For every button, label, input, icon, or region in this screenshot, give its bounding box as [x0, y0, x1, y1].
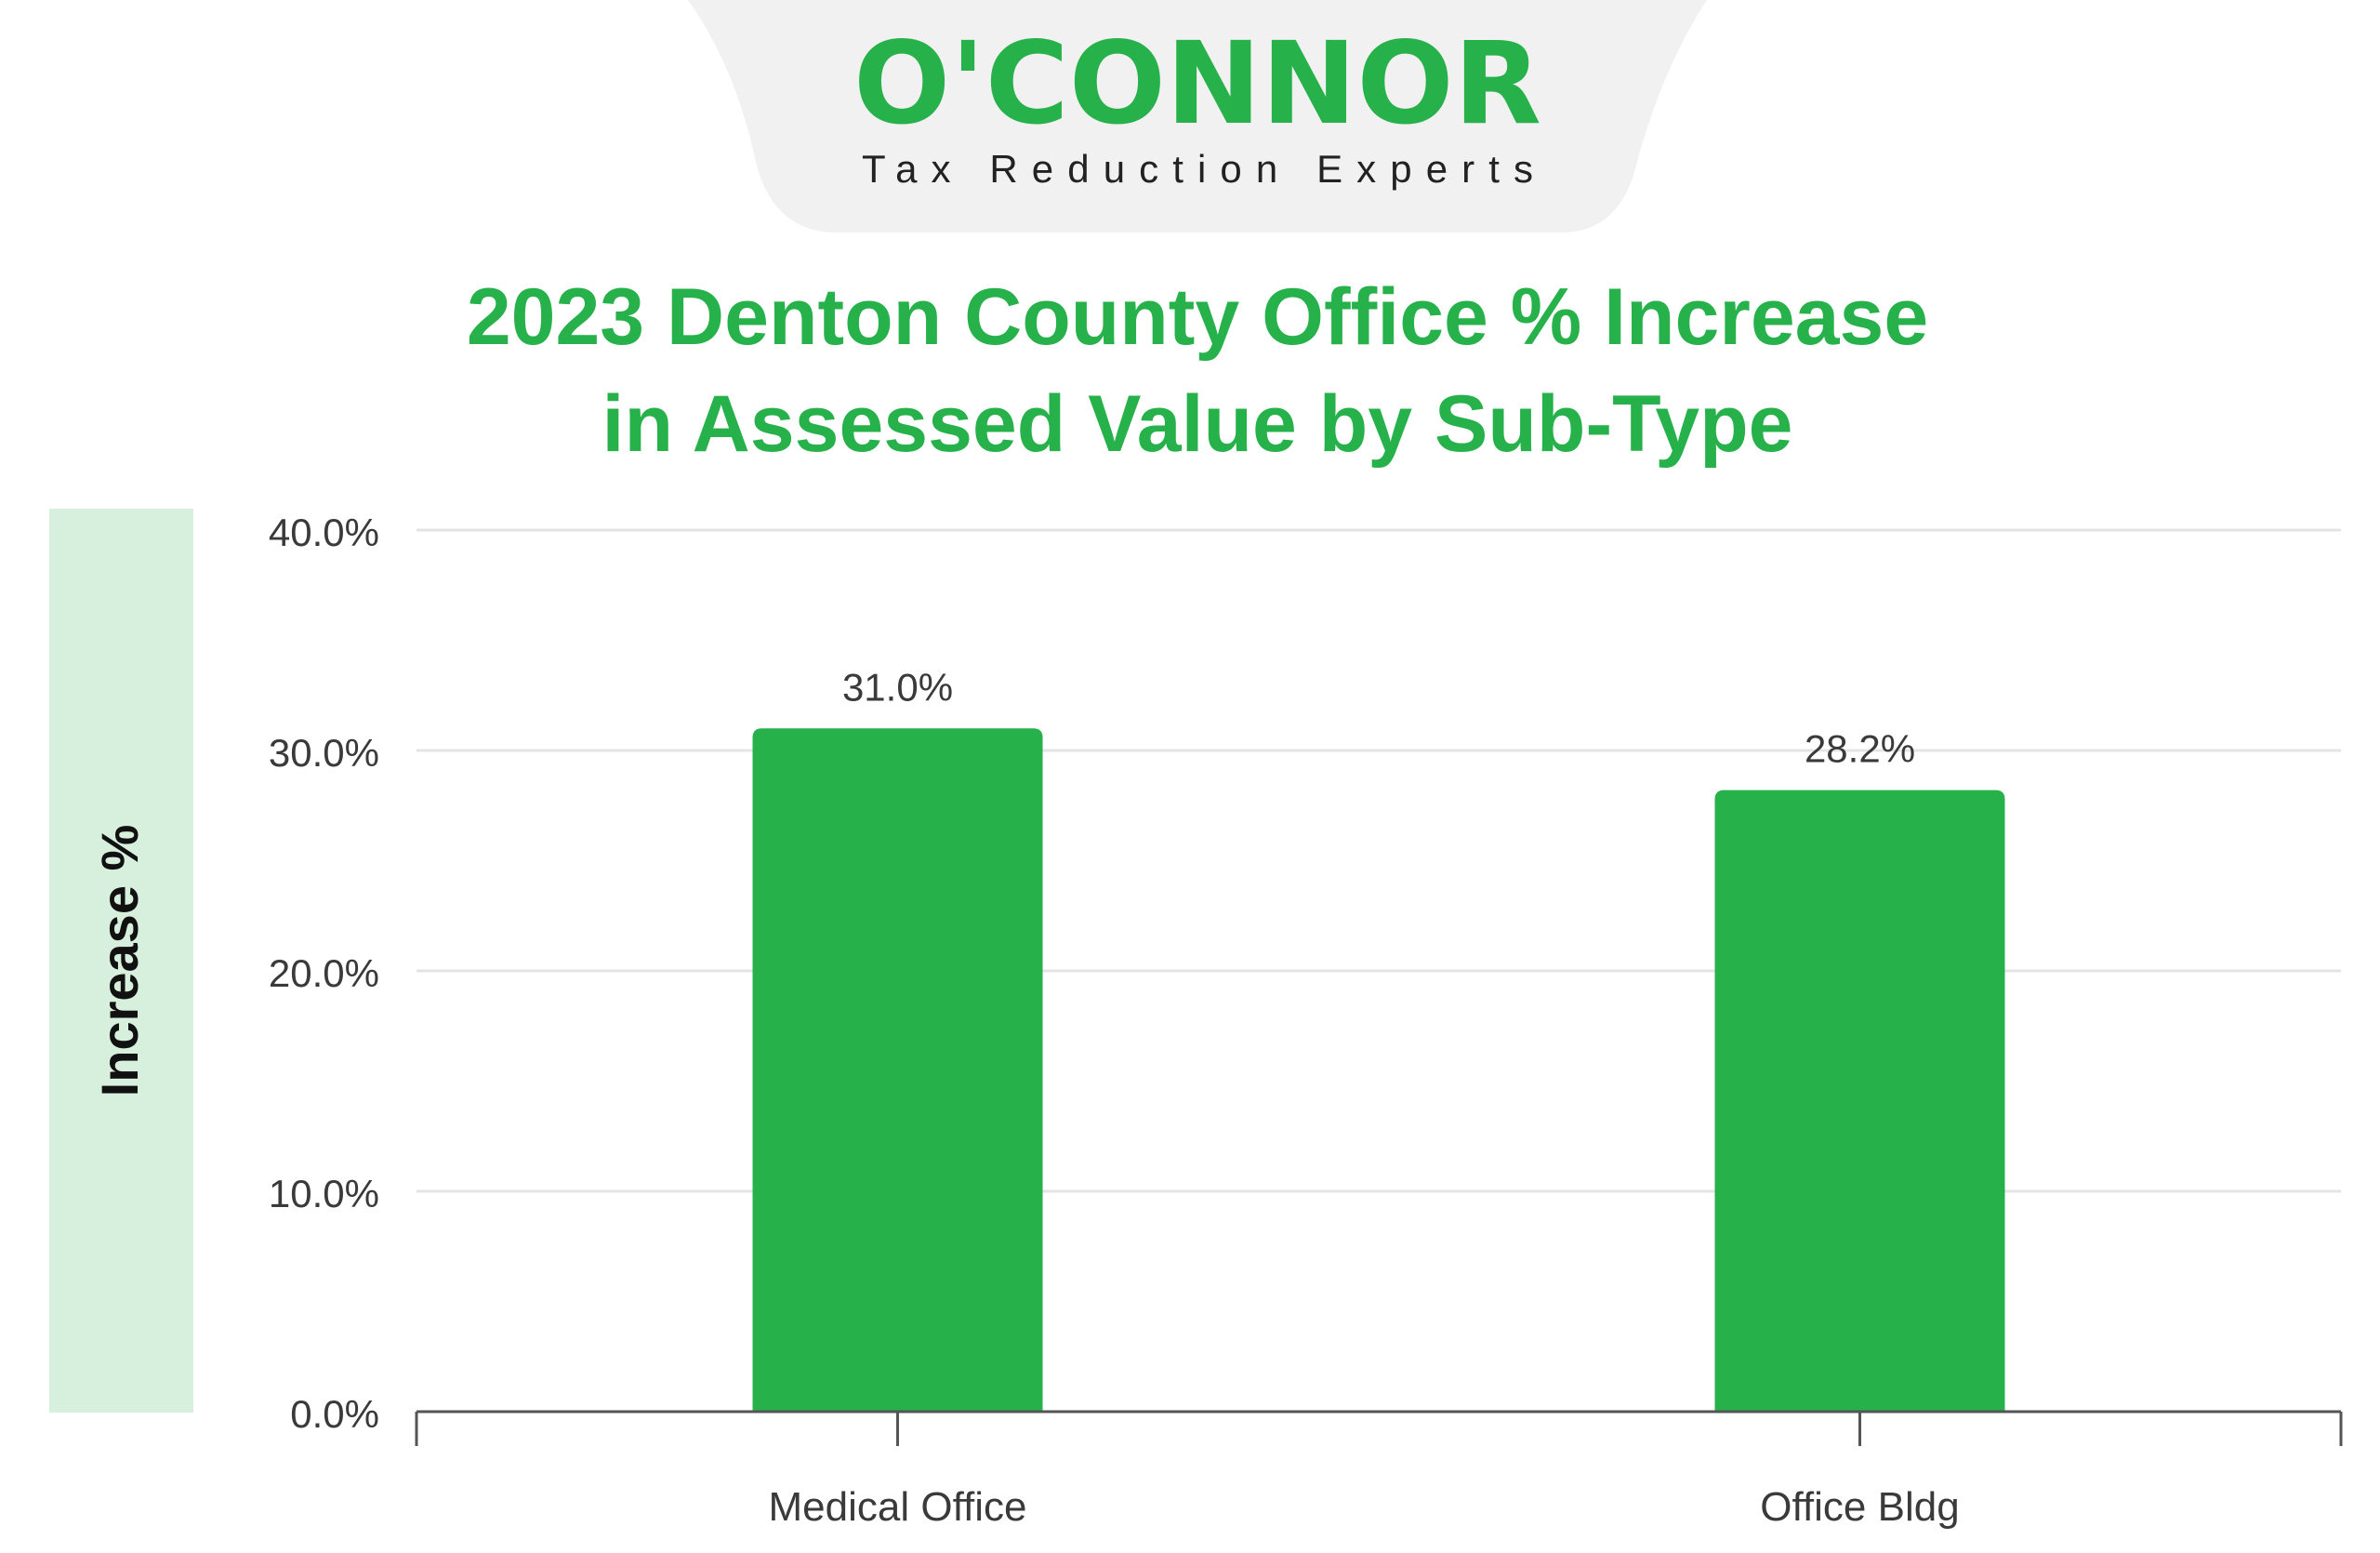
logo-banner-shape: [688, 0, 1707, 232]
logo-brand-text: O'CONNOR: [853, 18, 1541, 150]
y-tick-label: 10.0%: [269, 1172, 379, 1215]
y-tick-labels: 0.0% 10.0% 20.0% 30.0% 40.0%: [269, 511, 379, 1436]
gridlines: [416, 528, 2341, 1193]
chart-title-line-1: 2023 Denton County Office % Increase: [467, 272, 1928, 362]
data-label: 28.2%: [1805, 727, 1915, 771]
y-tick-label: 40.0%: [269, 511, 379, 554]
bars: [752, 728, 2005, 1412]
x-axis: [415, 1410, 2343, 1446]
bar: [1714, 790, 2005, 1412]
y-tick-label: 20.0%: [269, 951, 379, 995]
bar: [752, 728, 1043, 1412]
x-tick-labels: Medical Office Office Bldg: [769, 1484, 1960, 1530]
chart-title: 2023 Denton County Office % Increase in …: [467, 272, 1928, 469]
y-axis-title-band: [49, 509, 193, 1413]
value-labels: 31.0% 28.2%: [842, 665, 1915, 770]
y-axis-title: Increase %: [90, 825, 149, 1097]
x-tick-label: Medical Office: [769, 1484, 1027, 1530]
chart-title-line-2: in Assessed Value by Sub-Type: [602, 379, 1793, 469]
y-tick-label: 30.0%: [269, 731, 379, 775]
y-tick-label: 0.0%: [290, 1392, 379, 1436]
data-label: 31.0%: [842, 665, 953, 709]
logo-banner: O'CONNOR Tax Reduction Experts: [688, 0, 1707, 232]
x-tick-label: Office Bldg: [1760, 1484, 1959, 1530]
